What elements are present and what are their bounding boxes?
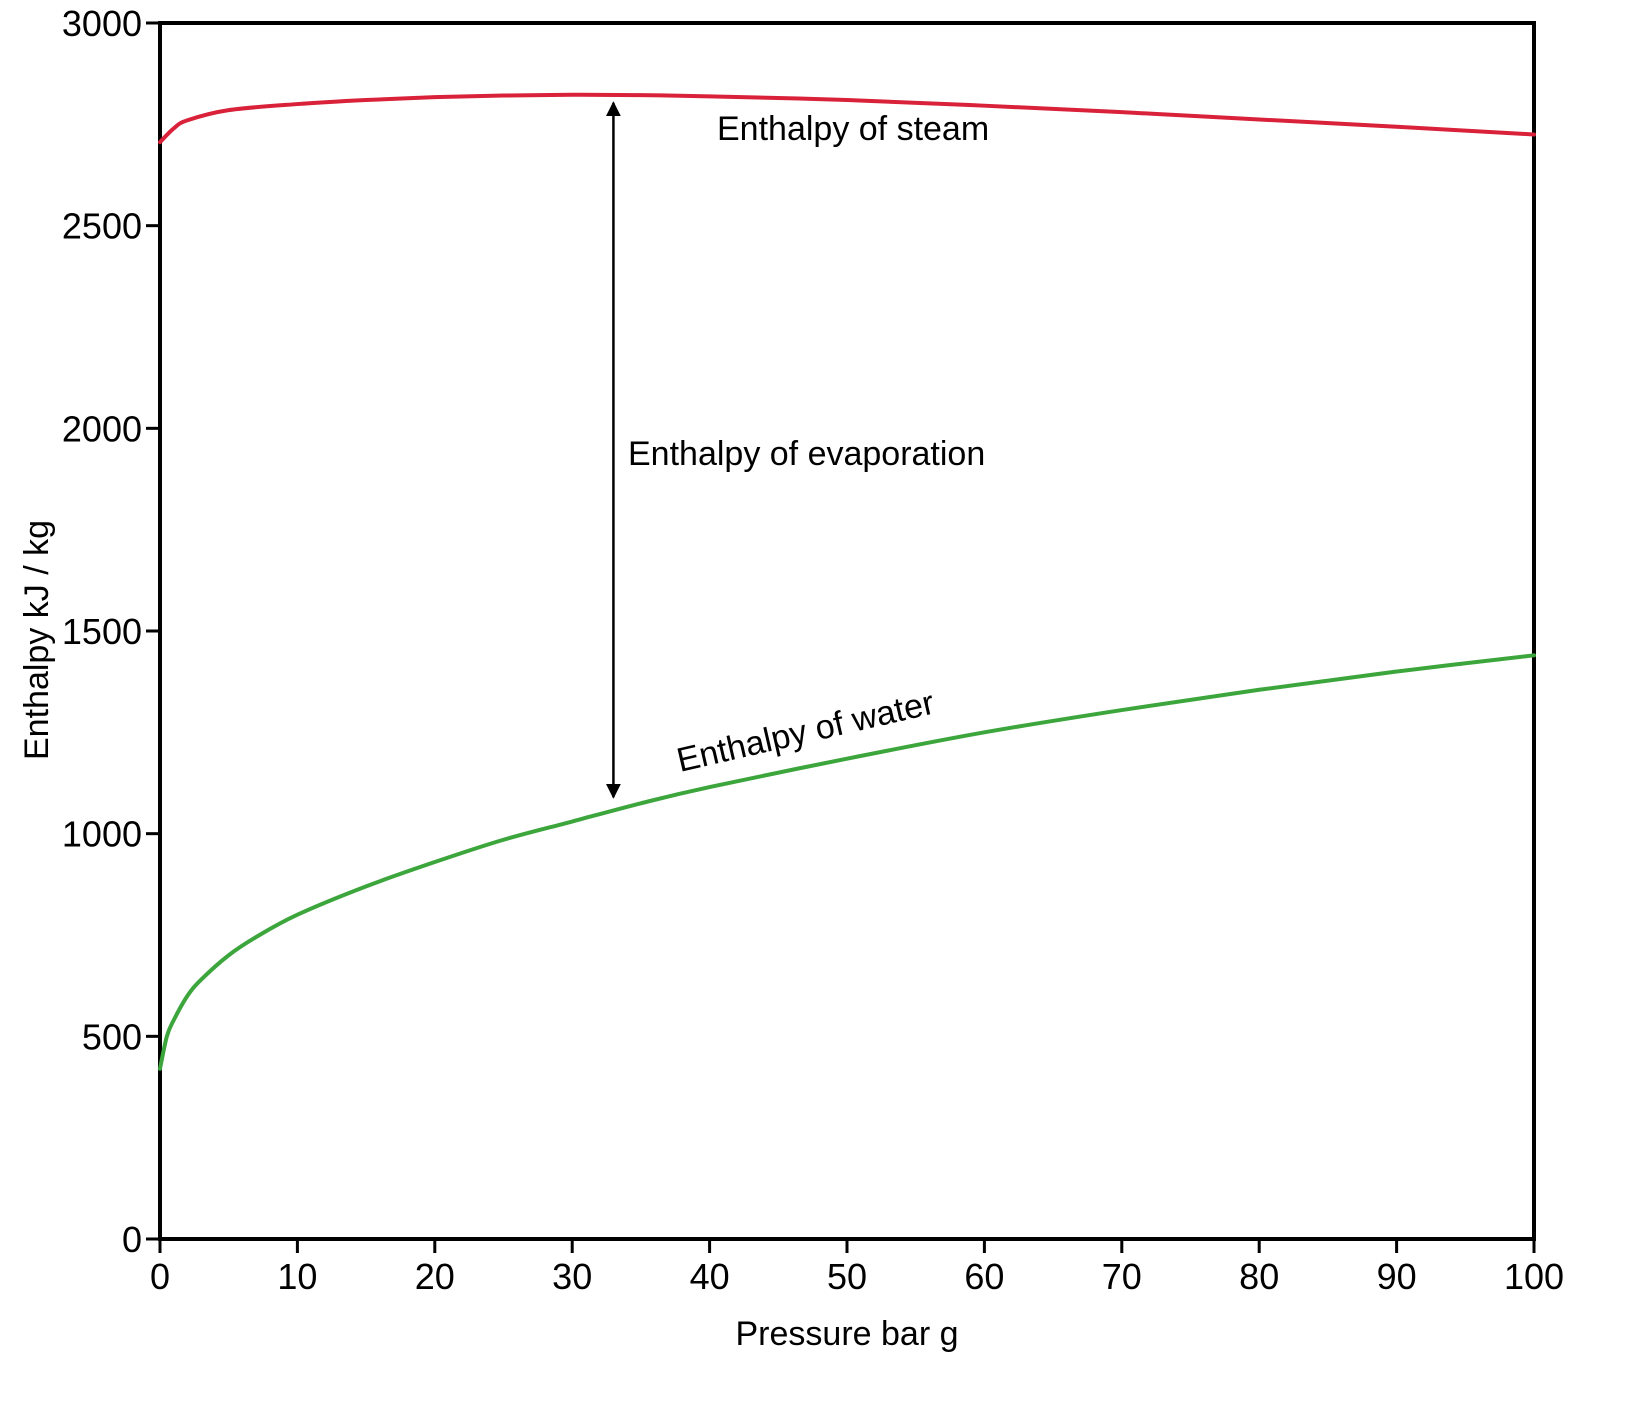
x-tick-label-40: 40 [690, 1256, 730, 1297]
x-tick-label-70: 70 [1102, 1256, 1142, 1297]
y-tick-label-2500: 2500 [62, 206, 142, 247]
x-axis-title: Pressure bar g [736, 1315, 959, 1353]
series-line-1 [158, 653, 1536, 1071]
x-tick-label-50: 50 [827, 1256, 867, 1297]
x-tick-label-90: 90 [1377, 1256, 1417, 1297]
y-tick-label-1500: 1500 [62, 611, 142, 652]
y-axis-title: Enthalpy kJ / kg [18, 520, 56, 760]
x-tick-label-10: 10 [277, 1256, 317, 1297]
y-tick-label-0: 0 [122, 1219, 142, 1260]
x-tick-label-60: 60 [964, 1256, 1004, 1297]
x-tick-label-20: 20 [415, 1256, 455, 1297]
steam-annotation: Enthalpy of steam [717, 110, 989, 148]
y-tick-label-2000: 2000 [62, 408, 142, 449]
plot-area-border [158, 21, 1536, 1241]
y-tick-label-3000: 3000 [62, 3, 142, 44]
x-axis-ticks: 0 10 20 30 40 50 60 70 80 90 100 [150, 1239, 1564, 1297]
plot-frame [158, 21, 1536, 1241]
y-axis-ticks: 0 500 1000 1500 2000 2500 3000 [62, 3, 160, 1260]
evaporation-annotation: Enthalpy of evaporation [628, 435, 985, 473]
x-tick-label-80: 80 [1239, 1256, 1279, 1297]
y-tick-label-1000: 1000 [62, 814, 142, 855]
series-layer [158, 92, 1536, 1071]
x-tick-label-100: 100 [1504, 1256, 1564, 1297]
x-tick-label-0: 0 [150, 1256, 170, 1297]
y-tick-label-500: 500 [82, 1016, 142, 1057]
x-tick-label-30: 30 [552, 1256, 592, 1297]
series-line-0 [158, 92, 1536, 145]
